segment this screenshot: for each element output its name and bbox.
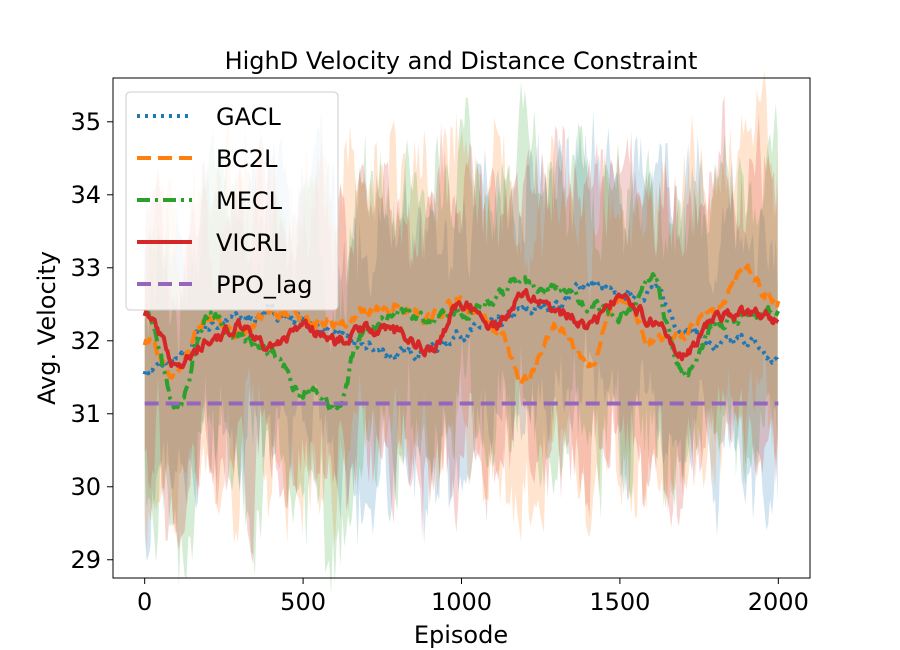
y-tick-label: 31	[70, 400, 101, 428]
x-axis-label: Episode	[414, 621, 508, 649]
y-tick-label: 29	[70, 546, 101, 574]
x-tick-label: 500	[280, 588, 326, 616]
legend: GACL BC2L MECL VICRL PPO_lag	[125, 91, 339, 311]
legend-label-gacl: GACL	[216, 103, 281, 131]
y-tick-label: 35	[70, 108, 101, 136]
y-tick-label: 34	[70, 181, 101, 209]
y-axis-label: Avg. Velocity	[33, 251, 61, 405]
y-tick-label: 30	[70, 473, 101, 501]
line-gacl	[142, 278, 781, 376]
legend-label-ppo-lag: PPO_lag	[216, 271, 312, 299]
x-axis: 0 500 1000 1500 2000	[137, 578, 809, 616]
legend-label-vicrl: VICRL	[216, 229, 287, 257]
x-tick-label: 1000	[431, 588, 492, 616]
legend-label-mecl: MECL	[216, 187, 283, 215]
y-tick-label: 33	[70, 254, 101, 282]
x-tick-label: 1500	[589, 588, 650, 616]
series-lines	[142, 263, 781, 413]
chart-title: HighD Velocity and Distance Constraint	[225, 47, 698, 75]
line-mecl	[142, 272, 781, 413]
x-tick-label: 0	[137, 588, 152, 616]
y-tick-label: 32	[70, 327, 101, 355]
x-tick-label: 2000	[748, 588, 809, 616]
legend-box	[125, 91, 339, 311]
line-vicrl	[142, 288, 780, 370]
legend-label-bc2l: BC2L	[216, 145, 278, 173]
y-axis: 29 30 31 32 33 34 35	[70, 108, 113, 574]
band-bc2l	[144, 70, 778, 553]
